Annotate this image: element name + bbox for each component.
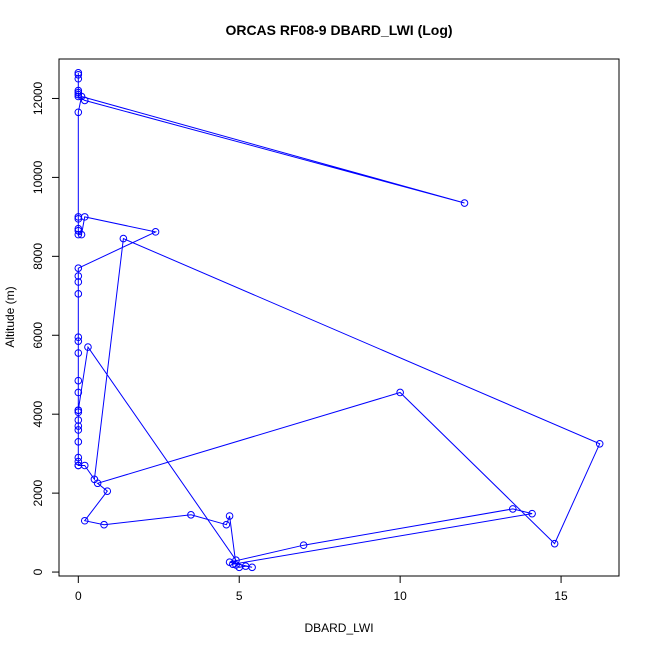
data-point: [77, 230, 86, 239]
y-axis-label: Altitude (m): [3, 286, 17, 347]
x-tick-label: 5: [236, 589, 243, 603]
y-tick-label: 6000: [31, 322, 45, 349]
data-point: [248, 563, 256, 572]
data-point: [119, 234, 128, 243]
x-axis-label: DBARD_LWI: [304, 621, 373, 635]
data-point: [74, 376, 83, 385]
data-point: [396, 388, 404, 397]
data-point: [77, 92, 86, 101]
y-tick-label: 2000: [31, 479, 45, 506]
data-point: [74, 416, 83, 424]
y-tick-label: 0: [31, 568, 45, 575]
data-point: [74, 108, 83, 117]
data-point: [80, 516, 89, 525]
x-tick-label: 10: [393, 589, 407, 603]
data-point: [299, 541, 308, 550]
data-point: [232, 556, 240, 565]
data-point: [74, 86, 83, 95]
data-point: [74, 406, 83, 415]
data-point: [460, 199, 469, 207]
data-point: [74, 453, 83, 462]
data-point: [74, 74, 83, 83]
data-point: [74, 438, 83, 446]
data-point: [74, 422, 83, 430]
data-point: [100, 520, 108, 529]
data-point: [151, 228, 160, 236]
y-tick-label: 8000: [31, 243, 45, 270]
data-point: [74, 426, 83, 434]
chart-title: ORCAS RF08-9 DBARD_LWI (Log): [225, 22, 452, 38]
data-point: [103, 487, 112, 495]
y-axis: 0 2000 4000 6000 8000 10000 12000: [31, 81, 60, 575]
data-point: [74, 337, 83, 345]
data-point: [74, 272, 83, 280]
data-point: [595, 439, 604, 448]
data-point: [74, 70, 83, 79]
data-point: [74, 388, 83, 397]
x-tick-label: 0: [75, 589, 82, 603]
data-point: [74, 408, 83, 417]
data-point: [80, 213, 89, 221]
data-point: [222, 520, 231, 529]
series-line: [77, 72, 601, 568]
data-point: [528, 509, 536, 518]
x-axis: 0 5 10 15: [75, 575, 568, 603]
data-point: [550, 539, 559, 548]
data-point: [225, 512, 234, 520]
y-tick-label: 10000: [31, 160, 45, 194]
data-point: [74, 290, 83, 298]
data-point: [74, 69, 83, 77]
data-point: [508, 505, 517, 513]
data-point: [74, 230, 83, 239]
data-point: [187, 511, 195, 519]
data-point: [74, 333, 83, 342]
data-point: [74, 349, 83, 357]
data-point: [74, 461, 83, 470]
data-point: [93, 479, 102, 488]
series-points: [74, 69, 604, 572]
y-tick-label: 4000: [31, 401, 45, 428]
data-point: [74, 278, 83, 286]
y-tick-label: 12000: [31, 81, 45, 115]
data-point: [74, 92, 83, 101]
x-tick-label: 15: [554, 589, 568, 603]
data-point: [74, 264, 83, 272]
data-point: [74, 224, 83, 233]
series-path: [77, 72, 601, 568]
data-point: [84, 343, 92, 351]
data-point: [74, 457, 83, 466]
